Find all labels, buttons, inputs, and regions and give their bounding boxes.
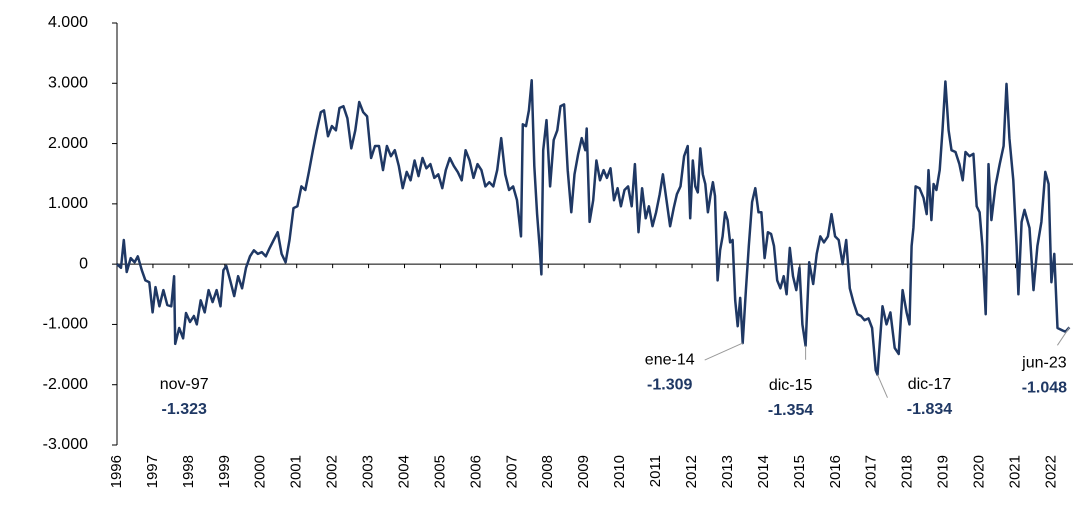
x-tick-label: 2011 — [647, 455, 664, 487]
leader-line — [1056, 327, 1070, 346]
y-tick-label: -2.000 — [43, 376, 88, 393]
y-tick-label: -3.000 — [43, 436, 88, 453]
y-tick-label: 0 — [79, 255, 88, 272]
x-tick-label: 2016 — [827, 455, 844, 488]
x-tick-label: 2007 — [503, 455, 520, 488]
x-tick-label: 2006 — [467, 455, 484, 488]
x-tick-label: 1998 — [180, 455, 197, 488]
x-tick-label: 2015 — [791, 455, 808, 488]
y-tick-label: 2.000 — [48, 135, 88, 152]
x-tick-label: 2018 — [899, 455, 916, 488]
x-tick-label: 2010 — [611, 455, 628, 488]
annotation-label: dic-17 — [908, 376, 952, 393]
x-tick-label: 2013 — [719, 455, 736, 488]
annotation-value: -1.048 — [1022, 380, 1067, 397]
annotation-label: ene-14 — [645, 351, 695, 368]
annotation-value: -1.309 — [647, 376, 692, 393]
x-tick-label: 2012 — [683, 455, 700, 488]
annotation-value: -1.354 — [768, 402, 813, 419]
x-tick-label: 2014 — [755, 455, 772, 488]
x-tick-label: 2004 — [395, 455, 412, 488]
x-tick-label: 2019 — [935, 455, 952, 488]
x-tick-label: 2020 — [971, 455, 988, 488]
annotation-label: nov-97 — [160, 376, 209, 393]
x-tick-label: 1999 — [216, 455, 233, 488]
data-line — [116, 79, 1071, 376]
annotation-label: jun-23 — [1021, 355, 1067, 372]
x-tick-label: 2017 — [863, 455, 880, 488]
x-tick-label: 2021 — [1006, 455, 1023, 488]
x-tick-label: 2001 — [288, 455, 305, 488]
y-tick-label: 3.000 — [48, 75, 88, 92]
y-tick-label: 1.000 — [48, 195, 88, 212]
y-tick-label: 4.000 — [48, 14, 88, 31]
x-tick-label: 2005 — [431, 455, 448, 488]
x-tick-label: 2002 — [324, 455, 341, 488]
annotation-label: dic-15 — [769, 377, 813, 394]
leader-line — [877, 374, 888, 398]
x-tick-label: 2008 — [539, 455, 556, 488]
annotation-value: -1.323 — [162, 401, 207, 418]
x-tick-label: 1996 — [108, 455, 125, 488]
x-tick-label: 2000 — [252, 455, 269, 488]
x-tick-label: 2003 — [360, 455, 377, 488]
leader-line — [704, 342, 743, 361]
y-tick-label: -1.000 — [43, 316, 88, 333]
x-tick-label: 2009 — [575, 455, 592, 488]
annotation-value: -1.834 — [907, 401, 952, 418]
x-tick-label: 1997 — [144, 455, 161, 488]
x-tick-label: 2022 — [1042, 455, 1059, 488]
